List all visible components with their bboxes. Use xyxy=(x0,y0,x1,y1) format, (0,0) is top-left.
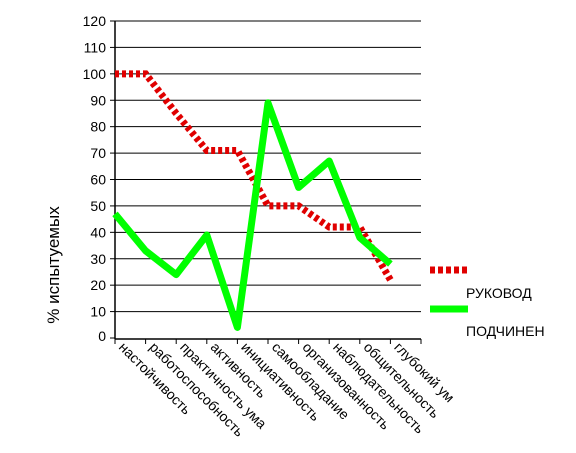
gridlines xyxy=(115,20,421,313)
y-tick-label: 90 xyxy=(90,92,106,108)
y-tick-label: 40 xyxy=(90,224,106,240)
legend: РУКОВОД ПОДЧИНЕН xyxy=(430,266,545,339)
y-axis-label: % испытуемых xyxy=(44,206,63,324)
y-tick-label: 120 xyxy=(83,13,107,29)
y-tick-label: 50 xyxy=(90,198,106,214)
legend-label-podchinen: ПОДЧИНЕН xyxy=(466,323,545,339)
y-tick-label: 70 xyxy=(90,145,106,161)
y-axis: 0 10 20 30 40 50 60 70 80 90 100 110 120 xyxy=(83,13,116,344)
series-lines xyxy=(112,70,394,331)
y-tick-label: 30 xyxy=(90,251,106,267)
x-axis: настойчивостьработоспособностьпрактичнос… xyxy=(114,338,458,440)
legend-label-rukovod: РУКОВОД xyxy=(466,285,532,301)
y-tick-label: 20 xyxy=(90,277,106,293)
y-tick-label: 100 xyxy=(83,66,107,82)
y-tick-label: 80 xyxy=(90,119,106,135)
series-line-1 xyxy=(112,99,393,331)
series-line-0 xyxy=(115,70,394,282)
y-tick-label: 10 xyxy=(90,304,106,320)
y-tick-label: 0 xyxy=(98,328,106,344)
y-tick-label: 60 xyxy=(90,172,106,188)
y-tick-label: 110 xyxy=(84,39,107,55)
